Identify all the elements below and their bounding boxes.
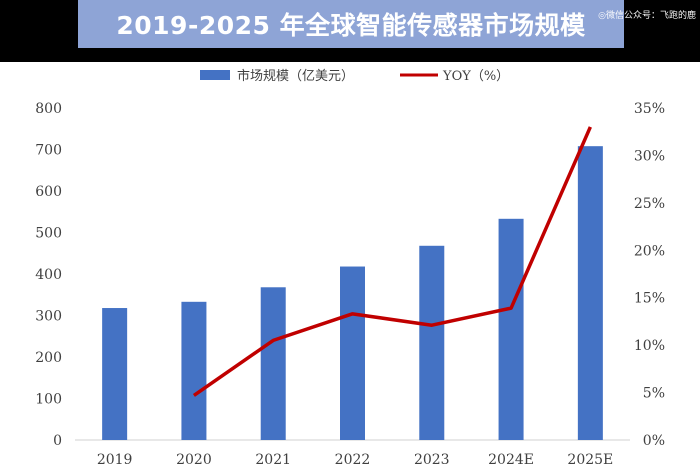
left-tick-label: 300 (35, 309, 62, 325)
bar (498, 218, 524, 440)
right-tick-label: 25% (634, 196, 665, 212)
left-tick-label: 500 (35, 226, 62, 242)
x-axis-ticks: 2019 2020 2021 2022 2023 2024E 2025E (97, 452, 613, 468)
title-banner: 2019-2025 年全球智能传感器市场规模 (78, 0, 624, 48)
bar (181, 301, 207, 440)
left-tick-label: 0 (53, 433, 62, 449)
legend-bar-swatch (200, 70, 230, 80)
x-tick-label: 2020 (176, 452, 212, 468)
x-tick-label: 2025E (567, 452, 613, 468)
x-tick-label: 2019 (97, 452, 133, 468)
right-tick-label: 15% (634, 291, 665, 307)
bar (102, 308, 128, 440)
left-tick-label: 700 (35, 143, 62, 159)
legend-line-label: YOY（%） (442, 69, 509, 84)
bar (340, 266, 365, 440)
right-axis-ticks: 0% 5% 10% 15% 20% 25% 30% 35% (634, 101, 665, 449)
right-tick-label: 10% (634, 338, 665, 354)
chart-title: 2019-2025 年全球智能传感器市场规模 (116, 11, 586, 40)
left-tick-label: 100 (35, 392, 62, 408)
right-tick-label: 5% (643, 386, 665, 402)
right-tick-label: 20% (634, 243, 665, 259)
x-tick-label: 2021 (255, 452, 291, 468)
x-tick-label: 2024E (488, 452, 534, 468)
bar (260, 287, 286, 440)
right-tick-label: 35% (634, 101, 665, 117)
right-tick-label: 0% (643, 433, 665, 449)
left-tick-label: 800 (35, 101, 62, 117)
bar-series (102, 146, 603, 440)
bar (577, 146, 603, 440)
right-tick-label: 30% (634, 148, 665, 164)
legend: 市场规模（亿美元） YOY（%） (200, 68, 509, 84)
x-tick-label: 2022 (335, 452, 371, 468)
left-axis-ticks: 0 100 200 300 400 500 600 700 800 (35, 101, 62, 449)
x-tick-label: 2023 (414, 452, 450, 468)
legend-bar-label: 市场规模（亿美元） (237, 68, 354, 84)
bar (419, 245, 445, 440)
left-tick-label: 400 (35, 267, 62, 283)
left-tick-label: 200 (35, 350, 62, 366)
left-tick-label: 600 (35, 184, 62, 200)
yoy-line (192, 126, 592, 397)
watermark: ◎微信公众号：飞跑的鹿 (598, 11, 696, 21)
